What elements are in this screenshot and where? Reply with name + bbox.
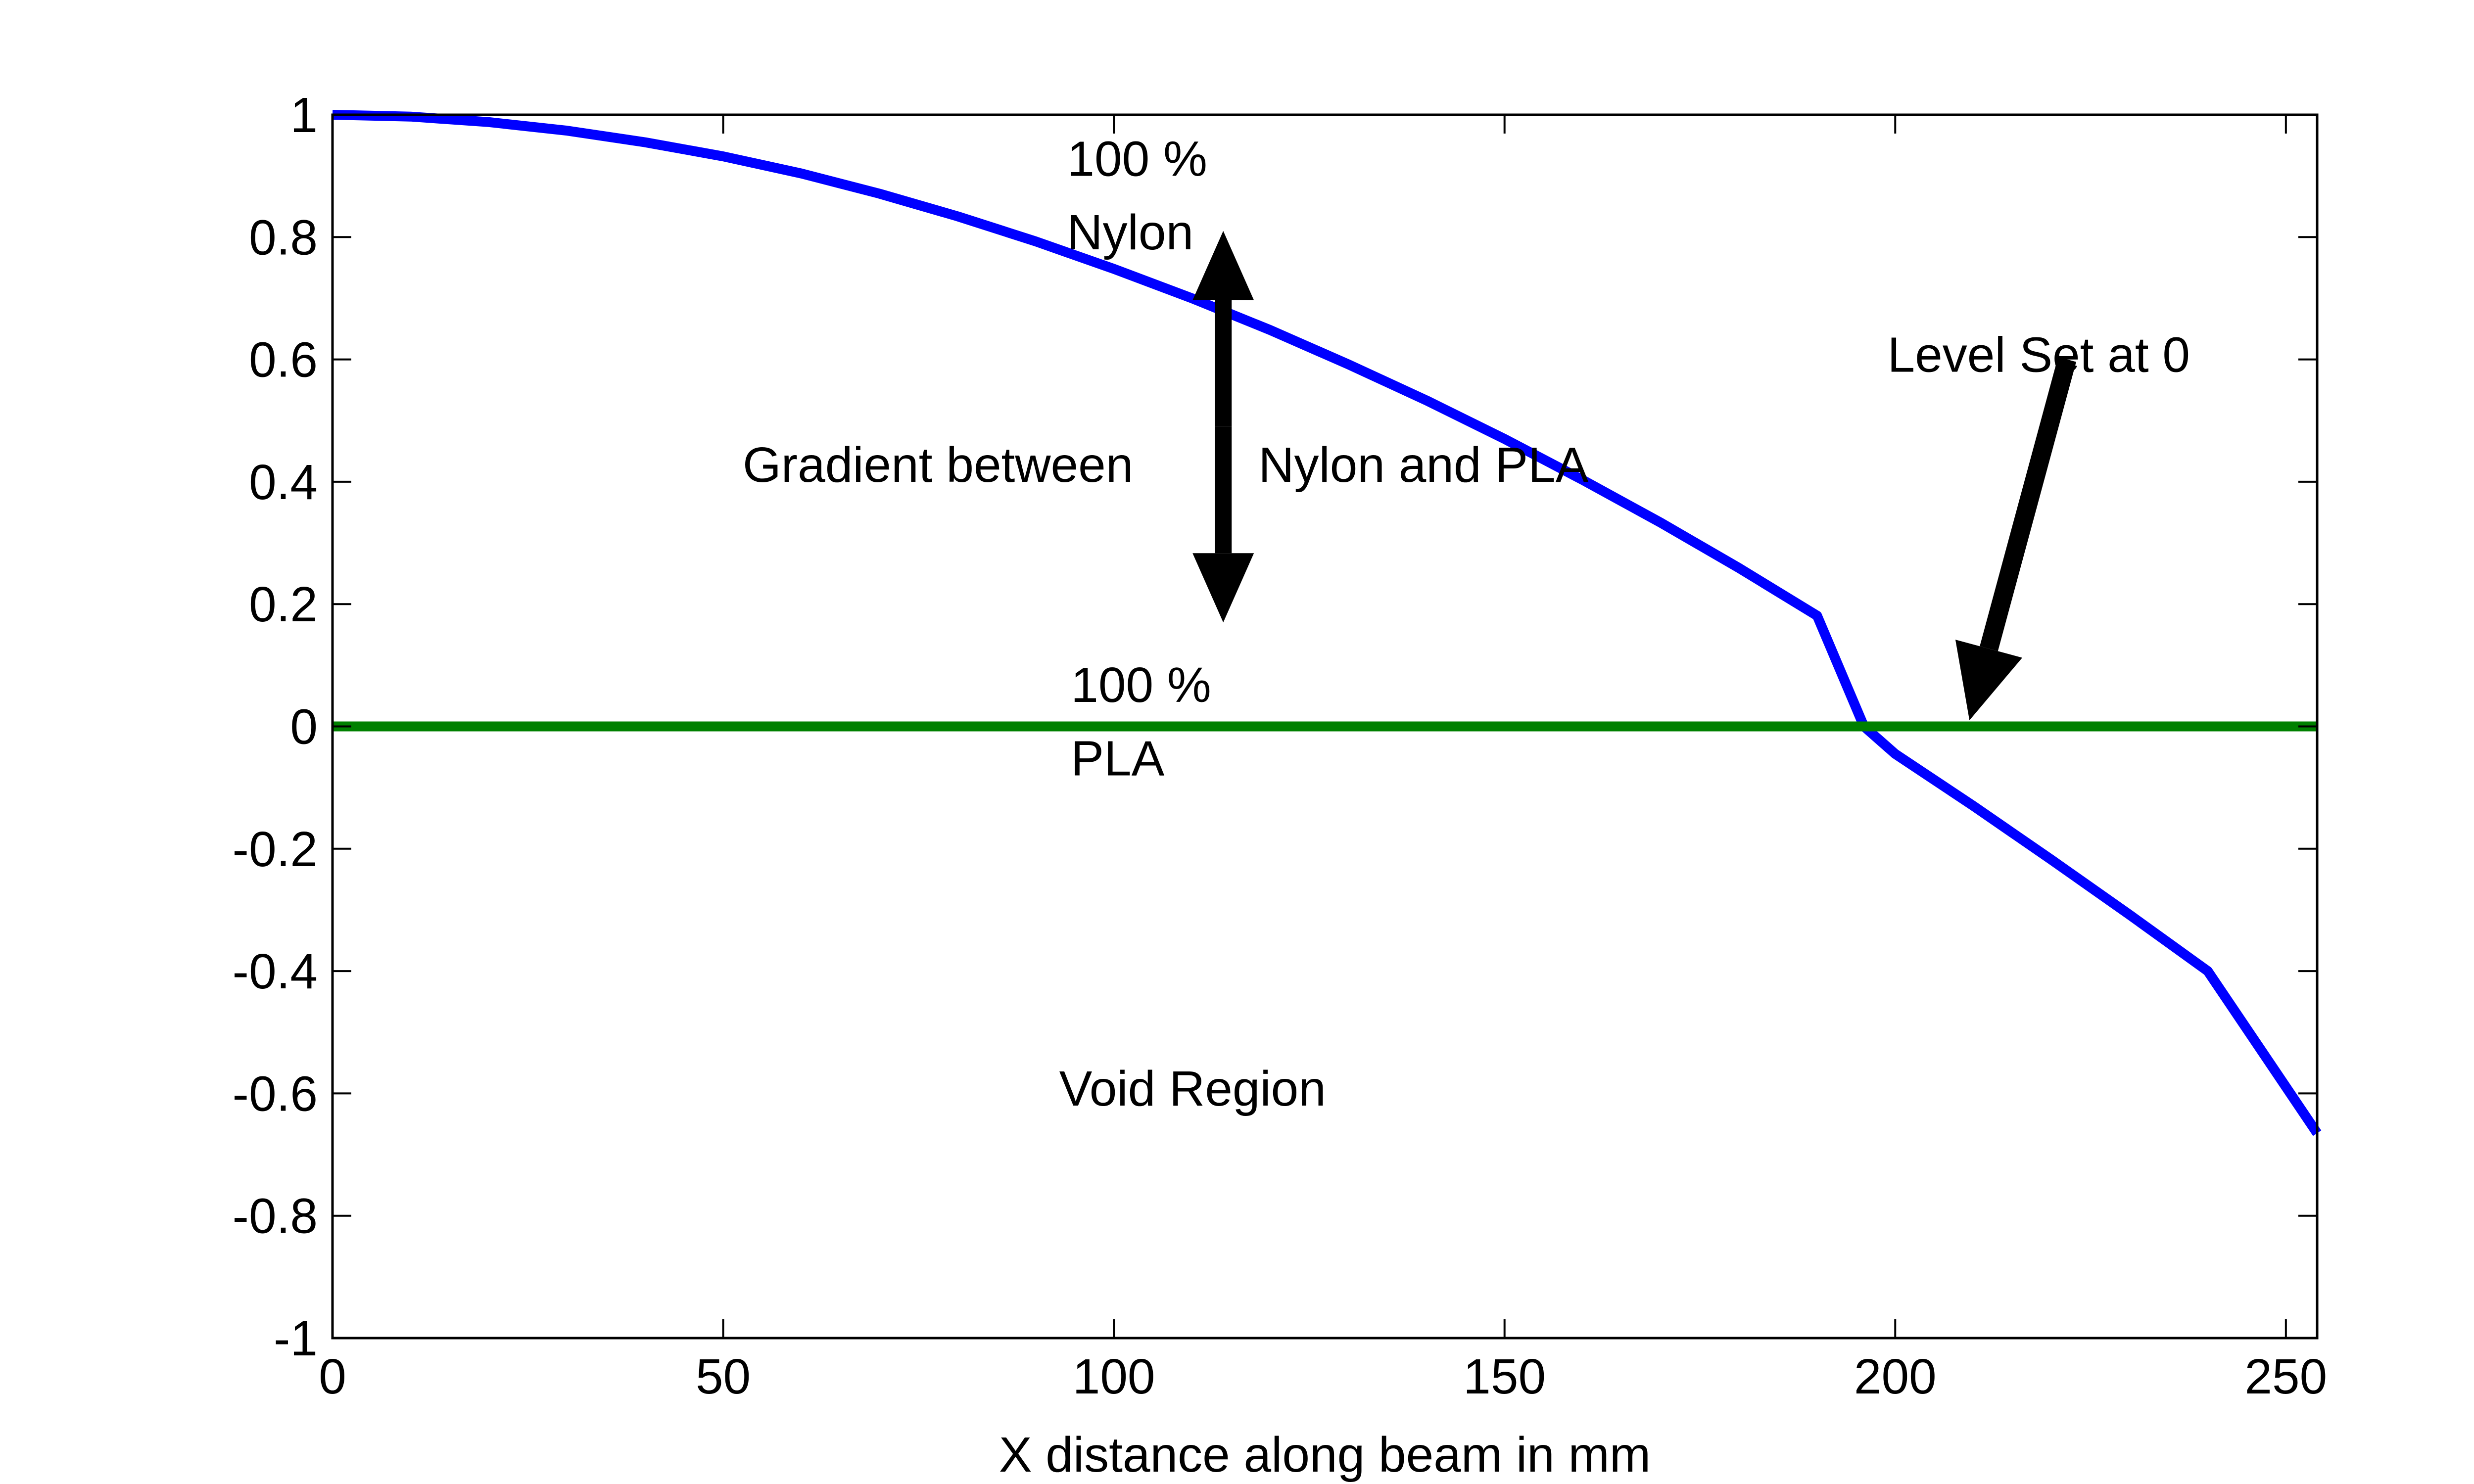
level-set-arrow-head — [1955, 640, 2022, 721]
y-tick-label: 1 — [290, 88, 318, 143]
plot-frame — [331, 113, 2319, 1340]
level-set-arrow-shaft — [1980, 357, 2077, 651]
annotation-gradient-between: Gradient between — [743, 437, 1133, 493]
x-tick-label: 50 — [696, 1349, 751, 1404]
tick-layer: 0 50 100 150 200 250 1 0.8 0.6 0.4 0.2 0 -0.2 -0.4 -0.… — [233, 88, 2328, 1404]
y-tick-label: -0.6 — [233, 1066, 318, 1121]
annotation-pla-label: PLA — [1071, 731, 1164, 786]
y-tick-label: -0.2 — [233, 822, 318, 877]
x-tick-label: 0 — [319, 1349, 346, 1404]
x-axis-label: X distance along beam in mm — [999, 1427, 1651, 1483]
x-tick-label: 100 — [1073, 1349, 1155, 1404]
y-tick-label: 0 — [290, 699, 318, 755]
x-tick-label: 150 — [1463, 1349, 1546, 1404]
annotation-nylon-label: Nylon — [1067, 205, 1193, 260]
y-tick-label: -0.8 — [233, 1189, 318, 1244]
annotation-pla-percent: 100 % — [1071, 657, 1211, 713]
gradient-arrow-down-head — [1192, 553, 1254, 623]
annotation-void-region: Void Region — [1059, 1061, 1326, 1116]
y-tick-label: 0.2 — [249, 577, 318, 632]
y-tick-label: 0.4 — [249, 455, 318, 510]
annotation-level-set: Level Set at 0 — [1888, 327, 2190, 382]
gradient-arrow-up-head — [1192, 231, 1254, 300]
x-tick-label: 200 — [1854, 1349, 1937, 1404]
annotation-nylon-and-pla: Nylon and PLA — [1258, 437, 1588, 493]
arrow-layer — [1192, 231, 2077, 721]
y-tick-label: 0.6 — [249, 332, 318, 388]
series-line-1 — [332, 110, 2322, 1136]
annotation-nylon-percent: 100 % — [1067, 132, 1207, 187]
y-tick-label: 0.8 — [249, 210, 318, 265]
y-tick-label: -0.4 — [233, 944, 318, 999]
y-tick-label: -1 — [274, 1311, 318, 1366]
series-layer — [332, 110, 2322, 1136]
x-tick-label: 250 — [2244, 1349, 2327, 1404]
